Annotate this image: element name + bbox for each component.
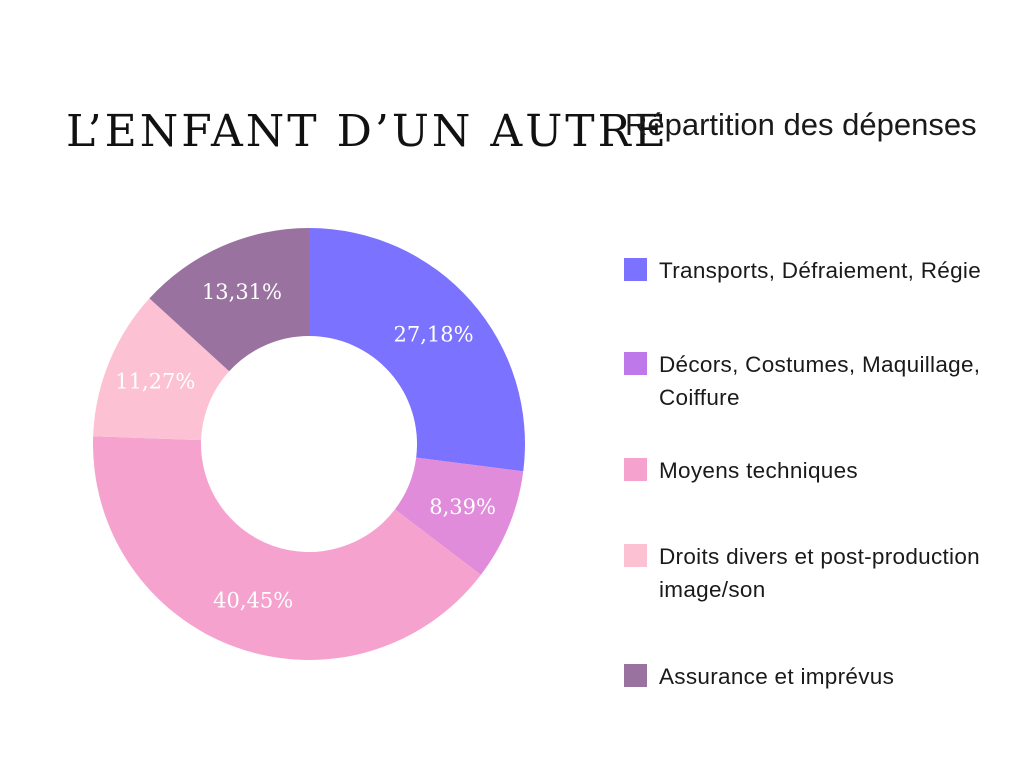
slice-label-3: 40,45% [213,588,293,612]
donut-slices [92,228,525,661]
donut-slice-3 [92,436,481,661]
legend-swatch [624,664,647,687]
donut-slice-labels: 27,18% 8,39% 40,45% 11,27% 13,31% [115,280,496,612]
legend-swatch [624,258,647,281]
slice-label-1: 27,18% [394,322,474,346]
donut-slice-1 [309,228,525,472]
legend-swatch [624,458,647,481]
donut-slice-5 [149,228,309,372]
legend-label: Assurance et imprévus [659,664,895,689]
legend-label: Transports, Défraiement, Régie [659,258,982,283]
legend-swatch [624,544,647,567]
legend-label: Droits divers et post-production image/s… [659,544,980,602]
legend-label: Décors, Costumes, Maquillage, Coiffure [659,352,981,410]
donut-slice-4 [93,298,230,441]
chart-main-title: L’ENFANT D’UN AUTRE [66,106,669,157]
legend-label: Moyens techniques [659,458,858,483]
donut-slice-2 [394,457,524,575]
slice-label-4: 11,27% [115,369,195,393]
slice-label-5: 13,31% [202,280,282,304]
slice-label-2: 8,39% [429,495,496,519]
legend-title: Répartition des dépenses [625,107,977,142]
legend-swatch [624,352,647,375]
